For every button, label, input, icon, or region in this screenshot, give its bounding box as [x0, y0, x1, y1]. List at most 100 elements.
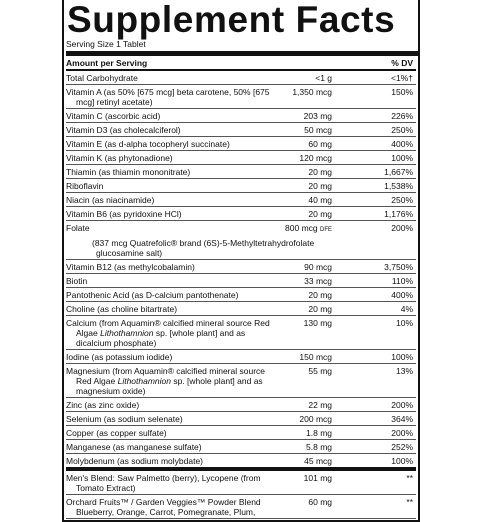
nutrient-name: Vitamin D3 (as cholecalciferol): [66, 122, 284, 137]
nutrient-row: Riboflavin 20 mg 1,538%: [66, 178, 417, 193]
daily-value: 400%: [332, 287, 417, 302]
nutrient-row: Iodine (as potassium iodide) 150 mcg 100%: [66, 349, 417, 364]
note-row: (837 mcg Quatrefolic® brand (6S)-5-Methy…: [66, 236, 417, 260]
amount: 20 mg: [284, 164, 333, 179]
nutrient-row: Men's Blend: Saw Palmetto (berry), Lycop…: [66, 469, 417, 495]
amount: 130 mg: [284, 315, 333, 350]
name-part: Lithothamnion: [117, 376, 171, 386]
name-part: Magnesium (from Aquamin® calcified miner…: [66, 366, 266, 386]
amount-value: 800 mcg: [285, 223, 318, 233]
nutrient-name: Molybdenum (as sodium molybdate): [66, 453, 284, 471]
amount: <1 g: [284, 70, 333, 85]
daily-value: 1,538%: [332, 178, 417, 193]
daily-value: <1%†: [332, 70, 417, 85]
amount: 120 mcg: [284, 150, 333, 165]
name-part: sp. [whole plant] and as magnesium oxide…: [76, 376, 263, 396]
daily-value: 13%: [332, 363, 417, 398]
amount-value: 101 mg: [303, 473, 333, 483]
daily-value: 200%: [332, 397, 417, 412]
nutrient-row: Copper (as copper sulfate) 1.8 mg 200%: [66, 425, 417, 440]
daily-value: **: [332, 494, 417, 519]
amount: 60 mg: [284, 494, 333, 519]
amount-value: 20 mg: [308, 290, 333, 300]
nutrient-name: Choline (as choline bitartrate): [66, 301, 284, 316]
amount: 20 mg: [284, 206, 333, 221]
amount: 33 mcg: [284, 273, 333, 288]
amount: 40 mg: [284, 192, 333, 207]
amount: 50 mcg: [284, 122, 333, 137]
daily-value: 10%: [332, 315, 417, 350]
nutrient-row: Folate 800 mcg DFE 200%: [66, 221, 416, 237]
amount-value: 20 mg: [308, 209, 333, 219]
nutrient-row: Manganese (as manganese sulfate) 5.8 mg 25…: [66, 439, 417, 454]
column-header: Amount per Serving: [66, 56, 333, 71]
page: Supplement Facts Serving Size 1 Tablet A…: [62, 0, 420, 522]
daily-value: 100%: [332, 349, 417, 364]
nutrient-name: Vitamin C (ascorbic acid): [66, 108, 284, 123]
nutrient-name: Vitamin B12 (as methylcobalamin): [66, 259, 284, 274]
amount: 1,350 mcg: [284, 84, 333, 109]
daily-value: 400%: [332, 136, 417, 151]
amount-value: 200 mcg: [299, 414, 333, 424]
nutrient-name: Selenium (as sodium selenate): [66, 411, 284, 426]
nutrient-row: Vitamin B6 (as pyridoxine HCl) 20 mg 1,176…: [66, 206, 417, 221]
nutrient-name: Orchard Fruits™ / Garden Veggies™ Powder…: [66, 494, 284, 519]
daily-value: **: [332, 469, 417, 495]
amount-value: 45 mcg: [304, 456, 333, 466]
daily-value: 3,750%: [332, 259, 417, 274]
amount-value: 22 mg: [308, 400, 333, 410]
daily-value: 250%: [332, 122, 417, 137]
amount: 203 mg: [284, 108, 333, 123]
amount: 101 mg: [284, 469, 333, 495]
nutrient-row: Thiamin (as thiamin mononitrate) 20 mg 1,6…: [66, 164, 417, 179]
nutrient-row: Vitamin A (as 50% [675 mcg] beta caroten…: [66, 84, 417, 109]
name-part: Calcium (from Aquamin® calcified mineral…: [66, 318, 270, 338]
amount-value: 33 mcg: [304, 276, 333, 286]
amount-value: 130 mg: [303, 318, 333, 328]
amount: 55 mg: [284, 363, 333, 398]
amount-value: 1,350 mcg: [292, 87, 333, 97]
daily-value: 200%: [391, 223, 414, 233]
amount-value: 60 mg: [308, 139, 333, 149]
empty-cell: [332, 236, 417, 260]
amount: 22 mg: [284, 397, 333, 412]
nutrient-name: Pantothenic Acid (as D-calcium pantothen…: [66, 287, 284, 302]
amount-unit: DFE: [320, 227, 333, 233]
nutrient-row: Selenium (as sodium selenate) 200 mcg 364%: [66, 411, 417, 426]
amount: 60 mg: [284, 136, 333, 151]
nutrient-name: Niacin (as niacinamide): [66, 192, 284, 207]
amount-value: 5.8 mg: [306, 442, 333, 452]
nutrient-row: Choline (as choline bitartrate) 20 mg 4%: [66, 301, 417, 316]
nutrient-row: Zinc (as zinc oxide) 22 mg 200%: [66, 397, 417, 412]
column-header: % DV: [332, 56, 417, 71]
daily-value: 250%: [332, 192, 417, 207]
nutrient-name: Riboflavin: [66, 178, 284, 193]
nutrient-name: Vitamin K (as phytonadione): [66, 150, 284, 165]
nutrient-row: Calcium (from Aquamin® calcified mineral…: [66, 315, 417, 350]
nutrient-name: Manganese (as manganese sulfate): [66, 439, 284, 454]
nutrient-note: (837 mcg Quatrefolic® brand (6S)-5-Methy…: [66, 236, 333, 260]
amount-value: 150 mcg: [299, 352, 333, 362]
amount-value: 20 mg: [308, 167, 333, 177]
amount: 200 mcg: [284, 411, 333, 426]
amount: 800 mcg DFE: [284, 221, 332, 237]
amount-value: 90 mcg: [304, 262, 333, 272]
supplement-facts-label: Supplement Facts Serving Size 1 Tablet A…: [62, 0, 420, 522]
daily-value: 110%: [332, 273, 417, 288]
amount-value: 203 mg: [303, 111, 333, 121]
amount-value: <1 g: [315, 73, 333, 83]
header-row: Amount per Serving % DV: [66, 56, 417, 71]
name-part: Lithothamnion: [100, 328, 154, 338]
nutrient-name: Copper (as copper sulfate): [66, 425, 284, 440]
daily-value: 226%: [332, 108, 417, 123]
nutrient-row: Vitamin K (as phytonadione) 120 mcg 100%: [66, 150, 417, 165]
nutrient-name: Calcium (from Aquamin® calcified mineral…: [66, 315, 284, 350]
title: Supplement Facts: [67, 0, 396, 40]
amount-value: 120 mcg: [299, 153, 333, 163]
nutrient-name: Thiamin (as thiamin mononitrate): [66, 164, 284, 179]
nutrient-row: Niacin (as niacinamide) 40 mg 250%: [66, 192, 417, 207]
amount-value: 55 mg: [308, 366, 333, 376]
amount-value: 1.8 mg: [306, 428, 333, 438]
nutrient-row: Vitamin B12 (as methylcobalamin) 90 mcg 3,…: [66, 259, 417, 274]
daily-value: 4%: [332, 301, 417, 316]
